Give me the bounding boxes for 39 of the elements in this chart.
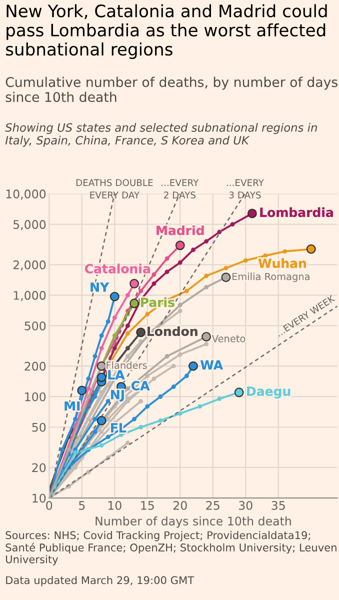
text: Data updated March 29, 19:00 GMT (6, 576, 194, 586)
x-tick-label: 20 (173, 500, 187, 510)
x-tick-label: 10 (108, 500, 122, 510)
annotation: DEATHS DOUBLE EVERY DAY (76, 179, 153, 198)
series-label: Madrid (156, 225, 204, 236)
y-tick-label: 100 (25, 392, 46, 402)
x-tick-label: 5 (79, 501, 85, 510)
series-label: NY (90, 282, 110, 292)
series-label: Wuhan (258, 258, 306, 268)
text: Showing US states and selected subnational regions in Italy, Spain, China, France, S Korea and UK (5, 123, 317, 147)
series-label: Veneto (212, 335, 246, 342)
y-tick-label: 20 (32, 463, 46, 472)
y-tick-label: 10 (32, 494, 46, 503)
annotation: ...EVERY 2 DAYS (162, 179, 199, 198)
series-label: LA (108, 370, 125, 380)
y-tick-label: 500 (24, 321, 46, 330)
series-label: Lombardia (260, 207, 333, 218)
y-tick-label: 200 (24, 362, 46, 371)
series-label: London (148, 326, 198, 336)
y-tick-label: 5,000 (13, 220, 46, 230)
x-tick-label: 30 (239, 500, 252, 510)
series-label: Daegu (247, 386, 290, 398)
series-label: Catalonia (84, 264, 150, 274)
x-tick-label: 0 (46, 500, 52, 510)
x-tick-label: 35 (272, 500, 285, 510)
source-note: Sources: NHS; Covid Tracking Project; Providencialdata19; Santé Publique France; OpenZH; Stockholm University; Leuven University (6, 531, 336, 566)
annotation: ...EVERY 3 DAYS (226, 179, 264, 198)
y-tick-label: 10,000 (6, 190, 46, 200)
x-tick-label: 25 (206, 500, 220, 510)
series-label: WA (200, 360, 224, 370)
chart-subtitle: Cumulative number of deaths, by number of days since 10th death (6, 76, 338, 102)
y-tick-label: 2,000 (13, 260, 46, 271)
x-tick-label: 15 (141, 501, 154, 510)
series-label: Emilia Romagna (232, 272, 310, 282)
y-tick-label: 50 (32, 422, 46, 432)
x-axis-title: Number of days since 10th death (96, 516, 291, 528)
series-label: CA (132, 380, 150, 390)
y-tick-label: 1,000 (14, 290, 46, 302)
chart-title: New York, Catalonia and Madrid could pass Lombardia as the worst affected subnational regions (6, 4, 327, 59)
